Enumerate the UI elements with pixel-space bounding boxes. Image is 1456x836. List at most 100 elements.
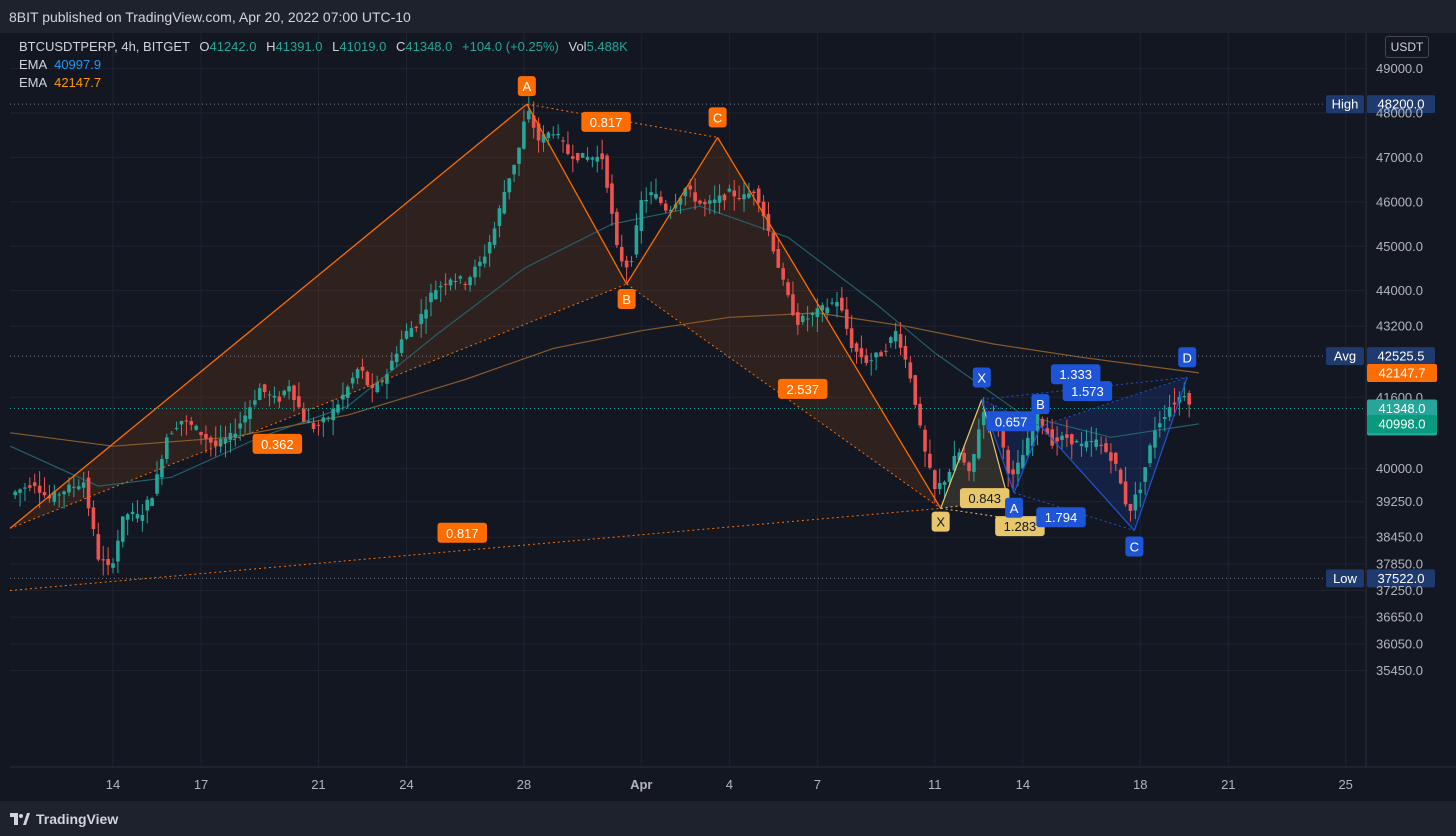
candle	[972, 454, 976, 473]
candle	[62, 491, 66, 495]
candle	[1162, 417, 1167, 419]
legend-volume-label: Vol	[568, 39, 587, 54]
blue-point-label: D	[1183, 350, 1192, 365]
candle	[443, 283, 448, 285]
legend-change: +104.0 (+0.25%)	[462, 39, 559, 54]
candle	[551, 134, 556, 136]
candle	[556, 133, 560, 136]
x-tick-label: 28	[517, 777, 531, 792]
candle	[796, 312, 800, 325]
candle	[331, 408, 335, 421]
candle	[595, 156, 600, 162]
candle	[888, 337, 893, 343]
candle	[297, 396, 301, 408]
candle	[815, 308, 820, 317]
candle	[468, 277, 472, 286]
candle	[937, 483, 942, 489]
candle	[13, 491, 17, 496]
blue-ratio-tag-bg	[986, 411, 1036, 432]
candle	[487, 242, 492, 254]
candle	[977, 429, 981, 459]
candle	[756, 188, 761, 203]
candle	[1011, 469, 1015, 475]
candle	[874, 352, 878, 358]
yellow-pattern-leg	[981, 399, 1009, 500]
candle	[365, 371, 370, 385]
candle	[913, 375, 918, 405]
legend-low-label: L	[332, 39, 340, 54]
candle	[463, 284, 467, 286]
candle	[350, 377, 355, 384]
candle	[81, 482, 86, 488]
blue-pattern-ratio-line	[1013, 492, 1135, 532]
candle	[580, 152, 585, 158]
candle	[189, 421, 194, 425]
candle	[693, 192, 697, 202]
candle	[380, 381, 384, 383]
candle	[820, 305, 825, 311]
candle	[536, 123, 541, 141]
candle	[615, 211, 619, 246]
candle	[624, 260, 629, 268]
y-tick-label: 39250.0	[1376, 494, 1423, 509]
pattern-lines	[9, 103, 1188, 592]
candle	[106, 558, 110, 566]
candle	[414, 326, 419, 328]
candle	[659, 196, 663, 203]
legend-ema-slow-row[interactable]: EMA 42147.7	[19, 74, 628, 92]
candle	[830, 302, 834, 304]
orange-point-label: B	[622, 292, 631, 307]
tradingview-logo[interactable]: TradingView	[10, 811, 118, 827]
x-tick-label: 24	[399, 777, 413, 792]
candle	[257, 388, 262, 400]
candle	[668, 209, 673, 212]
candle	[438, 285, 443, 288]
candle	[282, 390, 287, 396]
x-tick-label: 21	[311, 777, 325, 792]
blue-pattern-leg	[1133, 377, 1188, 531]
candle	[1040, 418, 1045, 427]
price-tag: 40998.0	[1379, 417, 1426, 432]
candle	[360, 366, 365, 371]
level-tag-bg	[1326, 95, 1364, 114]
candle	[473, 266, 477, 278]
candle	[390, 360, 394, 371]
candle	[575, 153, 580, 161]
blue-point-label-bg	[1005, 497, 1024, 518]
grid	[0, 33, 1456, 801]
candle	[1133, 494, 1138, 511]
candle	[541, 134, 546, 143]
candle	[1074, 440, 1079, 443]
candle	[497, 208, 502, 227]
candle	[209, 437, 213, 443]
level-value-bg	[1367, 569, 1435, 588]
x-tick-label: 18	[1133, 777, 1147, 792]
candle	[776, 248, 781, 268]
candle	[1118, 469, 1123, 484]
candle	[57, 494, 61, 496]
orange-ratio-tag: 0.362	[261, 437, 294, 452]
candle	[908, 362, 913, 379]
chart-background	[0, 33, 1456, 801]
candle	[267, 394, 272, 396]
currency-button[interactable]: USDT	[1385, 36, 1429, 58]
tradingview-brand: TradingView	[36, 811, 119, 827]
candles	[13, 96, 1191, 576]
candle	[835, 301, 839, 307]
orange-pattern-leg	[717, 137, 942, 509]
candle	[825, 307, 829, 314]
orange-pattern-fill-bcd	[626, 137, 941, 509]
yellow-point-label-bg	[931, 511, 950, 532]
candle	[169, 433, 174, 435]
candle	[341, 394, 345, 400]
candle	[204, 433, 208, 439]
chart-legend: BTCUSDTPERP, 4h, BITGET O41242.0 H41391.…	[19, 38, 628, 92]
legend-ema-fast-row[interactable]: EMA 40997.9	[19, 56, 628, 74]
candle	[942, 481, 947, 485]
level-tag-label: Low	[1333, 571, 1357, 586]
blue-point-label: A	[1010, 501, 1019, 516]
candle	[355, 369, 360, 379]
candle	[933, 470, 937, 490]
